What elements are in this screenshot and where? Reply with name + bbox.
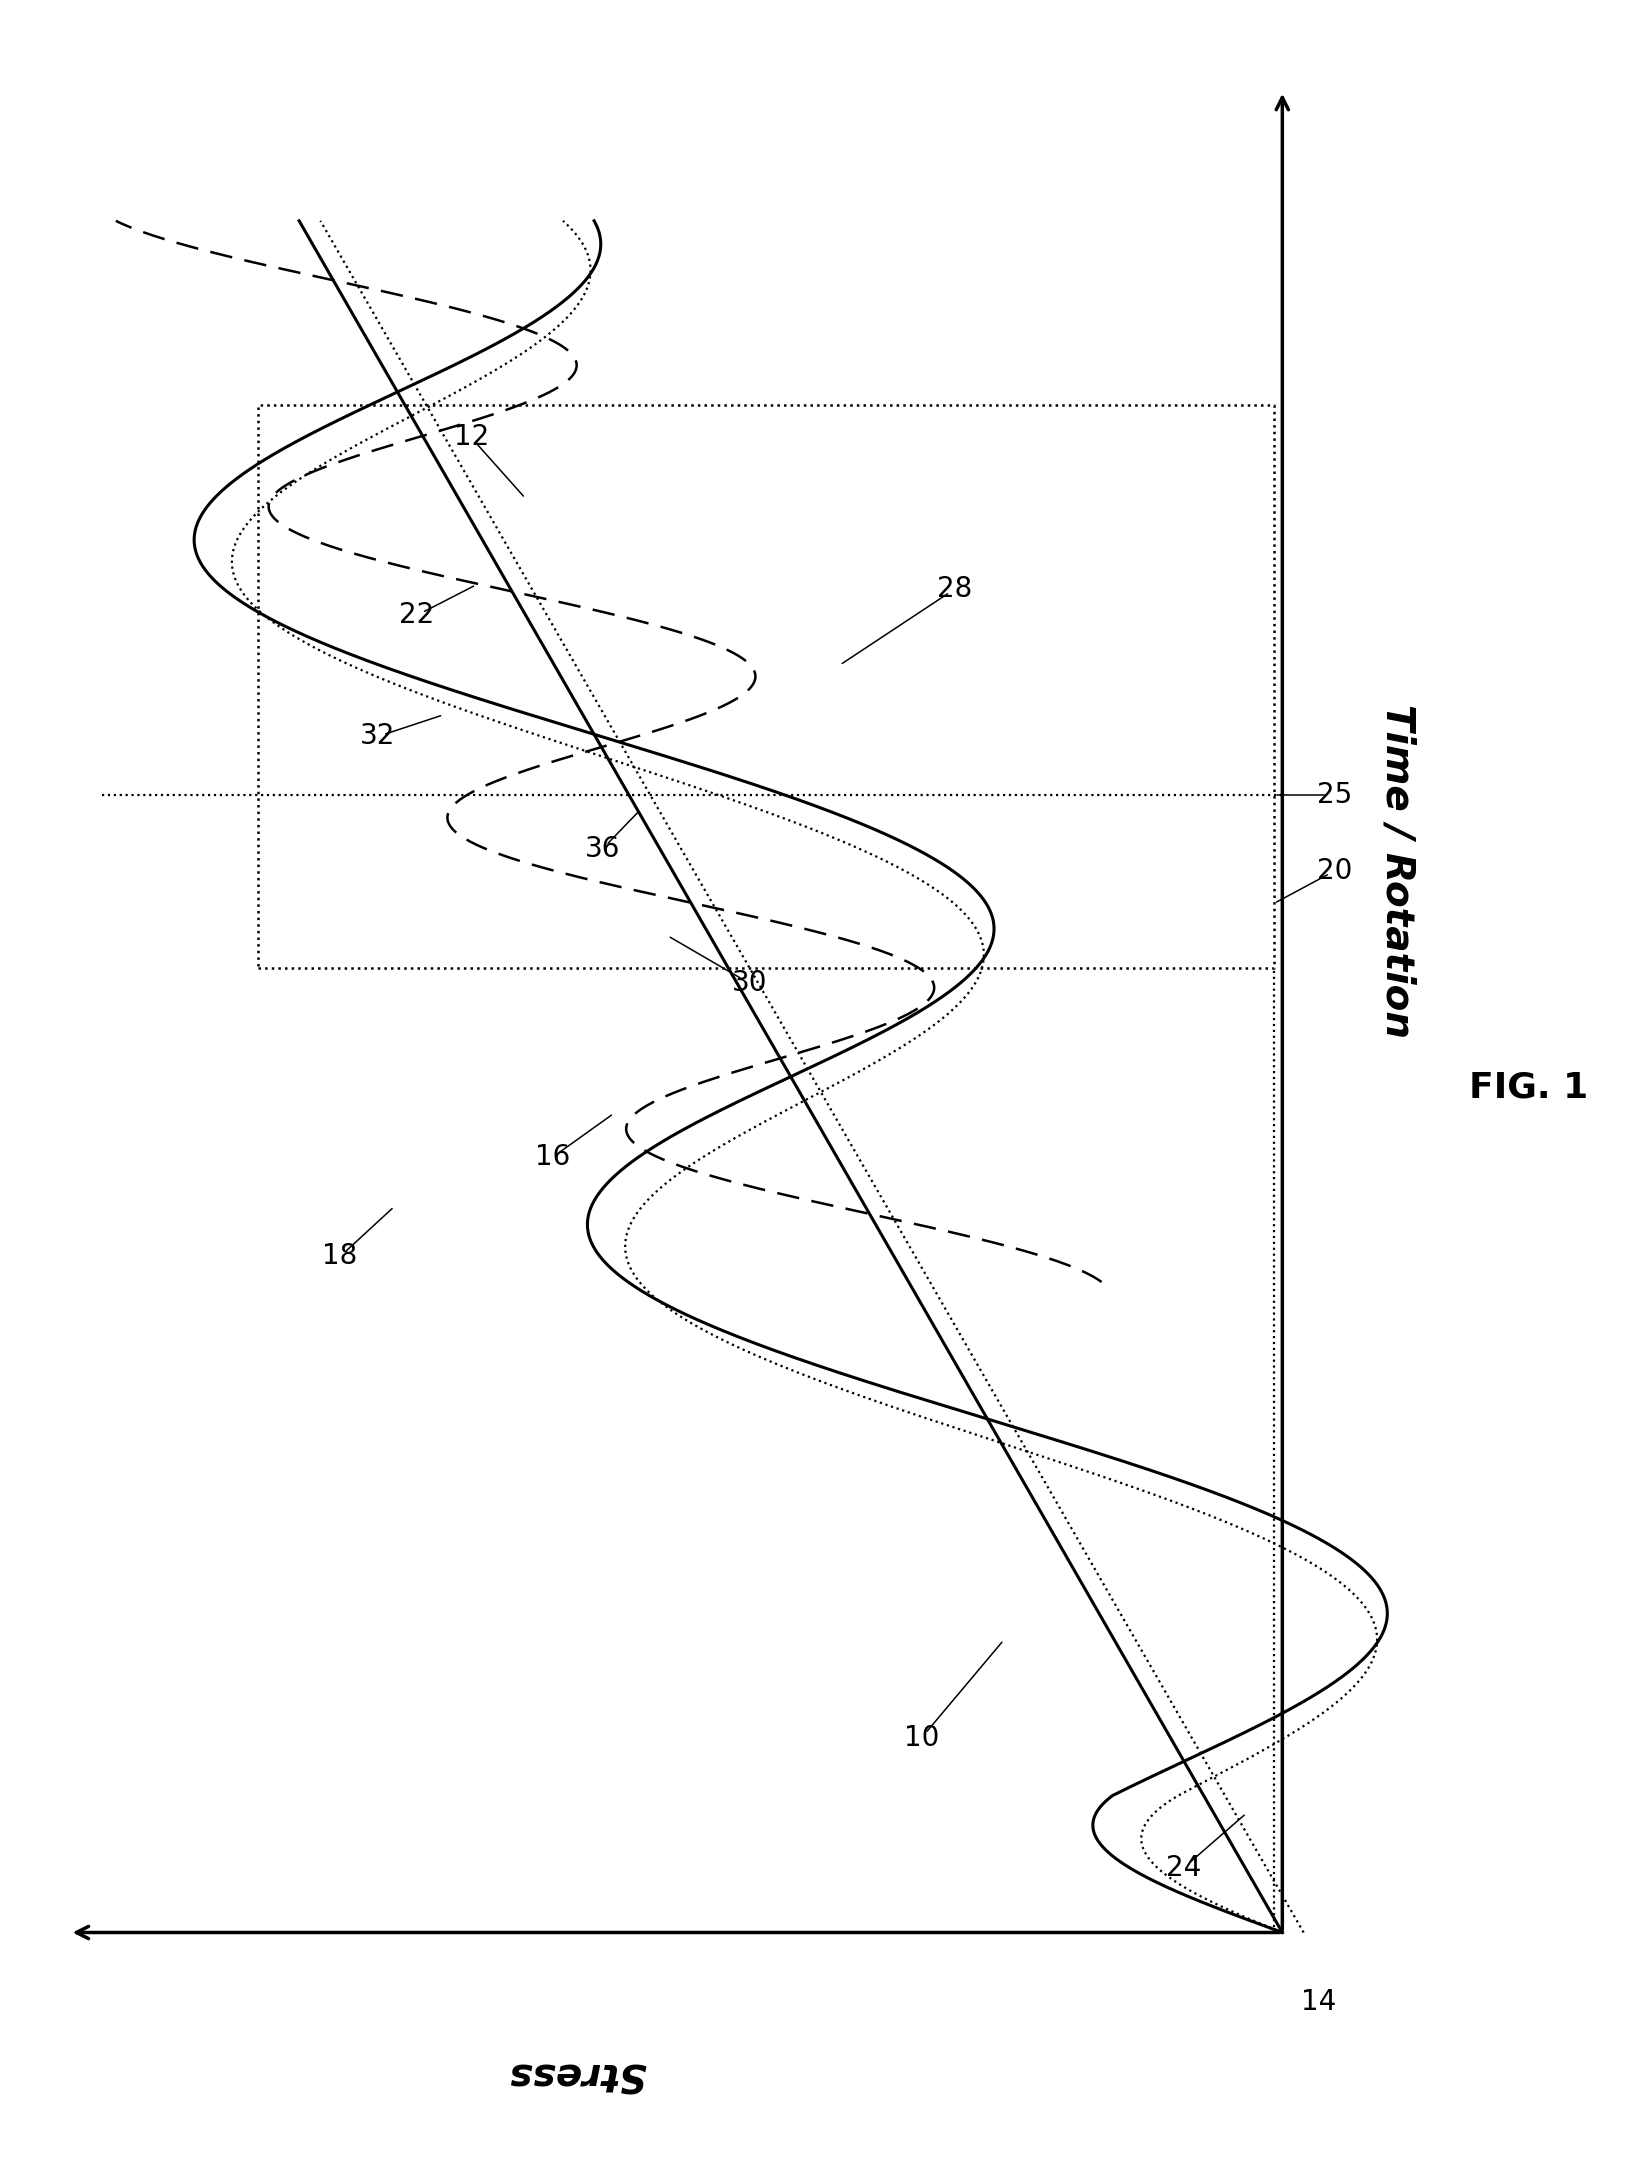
Text: 22: 22 xyxy=(400,600,435,629)
Text: 20: 20 xyxy=(1318,857,1352,885)
Text: 30: 30 xyxy=(731,970,768,998)
Text: 14: 14 xyxy=(1301,1988,1336,2016)
Text: 18: 18 xyxy=(323,1242,357,1270)
Text: 25: 25 xyxy=(1318,781,1352,809)
Text: 16: 16 xyxy=(535,1142,572,1170)
Text: 10: 10 xyxy=(904,1723,939,1751)
Text: Time / Rotation: Time / Rotation xyxy=(1379,705,1416,1037)
Text: 36: 36 xyxy=(585,835,619,863)
Text: 24: 24 xyxy=(1166,1853,1202,1881)
Text: 12: 12 xyxy=(453,424,489,452)
Text: FIG. 1: FIG. 1 xyxy=(1469,1070,1588,1105)
Text: 28: 28 xyxy=(937,574,972,602)
Text: Stress: Stress xyxy=(509,2055,647,2092)
Text: 32: 32 xyxy=(361,722,395,750)
